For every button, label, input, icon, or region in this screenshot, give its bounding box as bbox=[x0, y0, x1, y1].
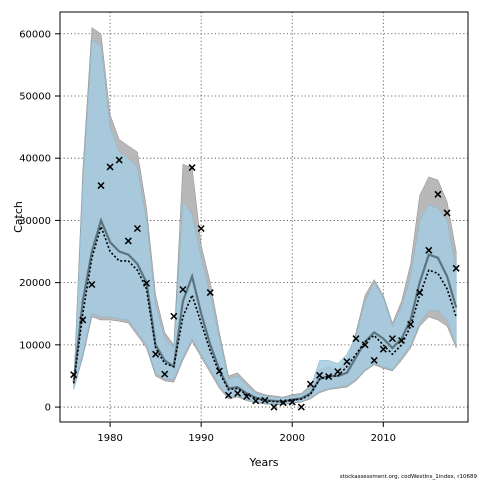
observed-point bbox=[179, 285, 187, 294]
observed-point bbox=[152, 350, 160, 358]
observed-point bbox=[416, 289, 424, 297]
observed-point bbox=[443, 209, 451, 217]
observed-point bbox=[297, 403, 305, 411]
observed-catch-markers bbox=[70, 156, 460, 411]
observed-point bbox=[215, 367, 223, 375]
observed-point bbox=[243, 392, 251, 401]
y-axis-label: Catch bbox=[12, 201, 25, 233]
observed-point bbox=[197, 224, 205, 233]
confidence-bands bbox=[73, 27, 457, 405]
observed-point bbox=[106, 163, 114, 171]
observed-point bbox=[234, 389, 242, 397]
observed-point bbox=[434, 190, 442, 198]
observed-point bbox=[279, 399, 287, 407]
observed-point bbox=[379, 345, 387, 353]
observed-point bbox=[188, 164, 196, 172]
observed-point bbox=[224, 391, 233, 399]
x-axis-ticks: 1980 1990 2000 2010 bbox=[97, 422, 396, 444]
observed-point bbox=[452, 264, 460, 272]
observed-point bbox=[270, 403, 278, 411]
observed-point bbox=[334, 368, 342, 376]
blue-confidence-band bbox=[73, 39, 457, 405]
observed-point bbox=[370, 356, 378, 364]
y-tick-label: 60000 bbox=[19, 29, 51, 40]
observed-point bbox=[79, 316, 87, 324]
y-tick-label: 50000 bbox=[19, 91, 51, 102]
x-tick-label: 1990 bbox=[188, 433, 213, 444]
plot-frame bbox=[59, 11, 469, 423]
observed-point bbox=[206, 289, 214, 297]
observed-point bbox=[170, 312, 178, 320]
observed-point bbox=[261, 396, 269, 404]
observed-point bbox=[115, 156, 123, 164]
observed-point bbox=[70, 371, 78, 379]
y-tick-label: 20000 bbox=[19, 278, 51, 289]
observed-point bbox=[352, 335, 360, 343]
observed-point bbox=[316, 371, 324, 379]
observed-point bbox=[88, 280, 96, 289]
observed-point bbox=[343, 358, 351, 366]
y-tick-label: 40000 bbox=[19, 154, 51, 165]
x-tick-label: 1980 bbox=[97, 433, 122, 444]
observed-point bbox=[325, 373, 333, 381]
observed-point bbox=[252, 397, 260, 405]
x-tick-label: 2000 bbox=[280, 433, 305, 444]
observed-point bbox=[142, 279, 151, 287]
y-axis-ticks: 0 10000 20000 30000 40000 50000 60000 bbox=[19, 29, 60, 414]
observed-point bbox=[161, 370, 169, 378]
source-footnote: stockassessment.org, codWestIns_1index, … bbox=[340, 474, 478, 480]
observed-point bbox=[425, 246, 433, 254]
y-tick-label: 30000 bbox=[19, 216, 51, 227]
observed-point bbox=[407, 320, 415, 328]
observed-point bbox=[97, 182, 105, 190]
y-tick-label: 0 bbox=[45, 403, 51, 414]
y-tick-label: 10000 bbox=[19, 340, 51, 351]
observed-point bbox=[397, 336, 406, 345]
observed-point bbox=[306, 380, 314, 388]
observed-point bbox=[133, 224, 141, 233]
observed-point bbox=[288, 398, 296, 406]
x-axis-label: Years bbox=[248, 456, 278, 469]
observed-point bbox=[361, 341, 369, 349]
observed-point bbox=[124, 237, 132, 245]
observed-point bbox=[388, 335, 396, 343]
gray-confidence-band bbox=[73, 27, 457, 405]
x-tick-label: 2010 bbox=[371, 433, 396, 444]
